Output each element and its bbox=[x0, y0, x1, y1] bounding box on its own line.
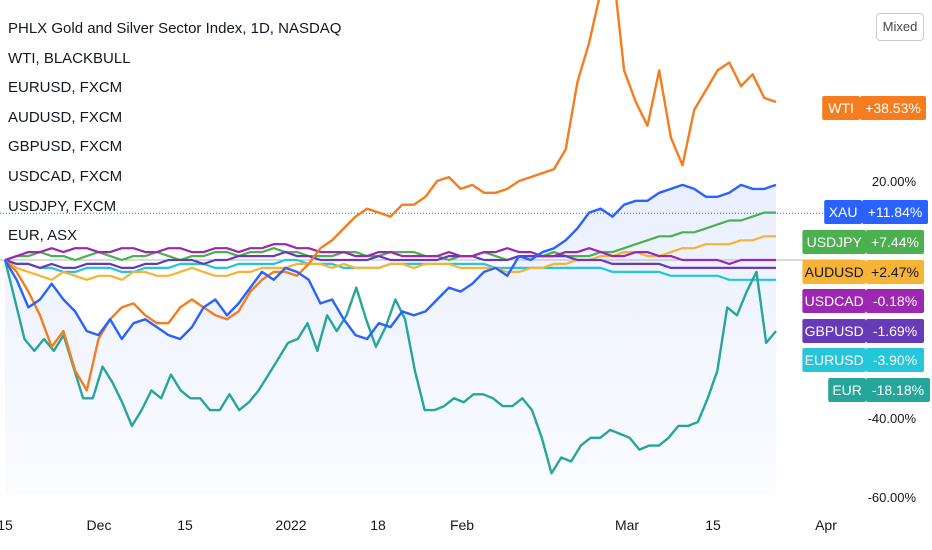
badge-usdjpy: USDJPY +7.44% bbox=[802, 230, 924, 254]
x-tick-label: Dec bbox=[87, 517, 112, 533]
badge-value-chip bbox=[860, 96, 926, 120]
x-tick-label: 18 bbox=[370, 517, 386, 533]
series-layer bbox=[3, 0, 777, 475]
badge-name-chip bbox=[802, 319, 866, 343]
series-line-xau bbox=[3, 183, 777, 341]
badge-value-label: -18.18% bbox=[872, 382, 924, 398]
badge-value-chip bbox=[866, 348, 924, 372]
badge-name-chip bbox=[824, 200, 862, 224]
badge-value-chip bbox=[866, 378, 930, 402]
legend-item-audusd[interactable]: AUDUSD, FXCM bbox=[8, 108, 123, 126]
badge-name-label: XAU bbox=[829, 204, 858, 220]
badge-name-label: GBPUSD bbox=[805, 323, 864, 339]
badge-value-chip bbox=[866, 319, 924, 343]
badge-name-chip bbox=[828, 378, 866, 402]
xau-area-fill bbox=[5, 184, 776, 494]
badge-value-label: +38.53% bbox=[865, 100, 921, 116]
badge-eurusd: EURUSD -3.90% bbox=[802, 348, 924, 372]
x-tick-label: 2022 bbox=[275, 517, 306, 533]
badge-gbpusd: GBPUSD -1.69% bbox=[802, 319, 924, 343]
x-tick-label: Feb bbox=[450, 517, 474, 533]
legend-item-eurusd[interactable]: EURUSD, FXCM bbox=[8, 79, 123, 97]
badge-wti: WTI +38.53% bbox=[822, 96, 926, 120]
badge-name-label: AUDUSD bbox=[805, 264, 864, 280]
badge-value-label: +7.44% bbox=[871, 234, 919, 250]
legend-item-gbpusd[interactable]: GBPUSD, FXCM bbox=[8, 138, 123, 156]
x-tick-label: 15 bbox=[705, 517, 721, 533]
y-tick-label: 20.00% bbox=[872, 174, 917, 189]
legend-item-gold-silver-index[interactable]: PHLX Gold and Silver Sector Index, 1D, N… bbox=[8, 20, 342, 37]
badge-value-label: +11.84% bbox=[868, 204, 923, 220]
legend-item-usdjpy[interactable]: USDJPY, FXCM bbox=[8, 197, 117, 215]
badge-name-label: USDCAD bbox=[805, 293, 864, 309]
badge-value-chip bbox=[866, 289, 924, 313]
x-tick-label: 15 bbox=[0, 517, 13, 533]
series-line-wti bbox=[4, 0, 777, 392]
badge-name-label: WTI bbox=[828, 100, 854, 116]
badge-xau: XAU +11.84% bbox=[824, 200, 928, 224]
badge-name-label: EUR bbox=[832, 382, 862, 398]
badge-value-chip bbox=[866, 230, 924, 254]
badge-value-label: +2.47% bbox=[871, 264, 919, 280]
badge-audusd: AUDUSD +2.47% bbox=[802, 260, 924, 284]
series-line-eur bbox=[3, 259, 777, 475]
x-tick-label: Apr bbox=[815, 517, 837, 533]
badge-name-chip bbox=[802, 230, 866, 254]
badge-value-chip bbox=[866, 260, 924, 284]
badge-name-label: USDJPY bbox=[807, 234, 863, 250]
badge-name-chip bbox=[802, 289, 866, 313]
series-line-audusd bbox=[4, 235, 776, 281]
badge-usdcad: USDCAD -0.18% bbox=[802, 289, 924, 313]
badge-name-chip bbox=[802, 260, 866, 284]
badge-name-chip bbox=[822, 96, 860, 120]
scale-mode-button[interactable]: Mixed bbox=[876, 13, 924, 41]
badge-value-label: -0.18% bbox=[873, 293, 917, 309]
badge-name-label: EURUSD bbox=[805, 352, 864, 368]
legend-item-wti[interactable]: WTI, BLACKBULL bbox=[8, 49, 131, 67]
value-badges: WTI +38.53% XAU +11.84% USDJPY +7.44% AUDUSD +2… bbox=[802, 96, 930, 402]
legend: PHLX Gold and Silver Sector Index, 1D, N… bbox=[8, 14, 341, 251]
legend-item-usdcad[interactable]: USDCAD, FXCM bbox=[8, 167, 123, 185]
series-line-gbpusd bbox=[4, 251, 776, 269]
badge-value-label: -3.90% bbox=[873, 352, 917, 368]
badge-value-label: -1.69% bbox=[873, 323, 917, 339]
y-tick-label: -40.00% bbox=[868, 411, 917, 426]
series-line-usdcad bbox=[4, 243, 776, 265]
x-axis: 15 Dec 15 2022 18 Feb Mar 15 Apr bbox=[0, 517, 837, 533]
x-tick-label: Mar bbox=[615, 517, 639, 533]
y-axis: 20.00% -40.00% -60.00% bbox=[868, 174, 917, 505]
badge-eur: EUR -18.18% bbox=[828, 378, 930, 402]
legend-item-eur[interactable]: EUR, ASX bbox=[8, 227, 78, 245]
area-layer bbox=[5, 184, 776, 494]
badge-name-chip bbox=[802, 348, 866, 372]
x-tick-label: 15 bbox=[177, 517, 193, 533]
badge-value-chip bbox=[862, 200, 928, 224]
y-tick-label: -60.00% bbox=[868, 490, 917, 505]
